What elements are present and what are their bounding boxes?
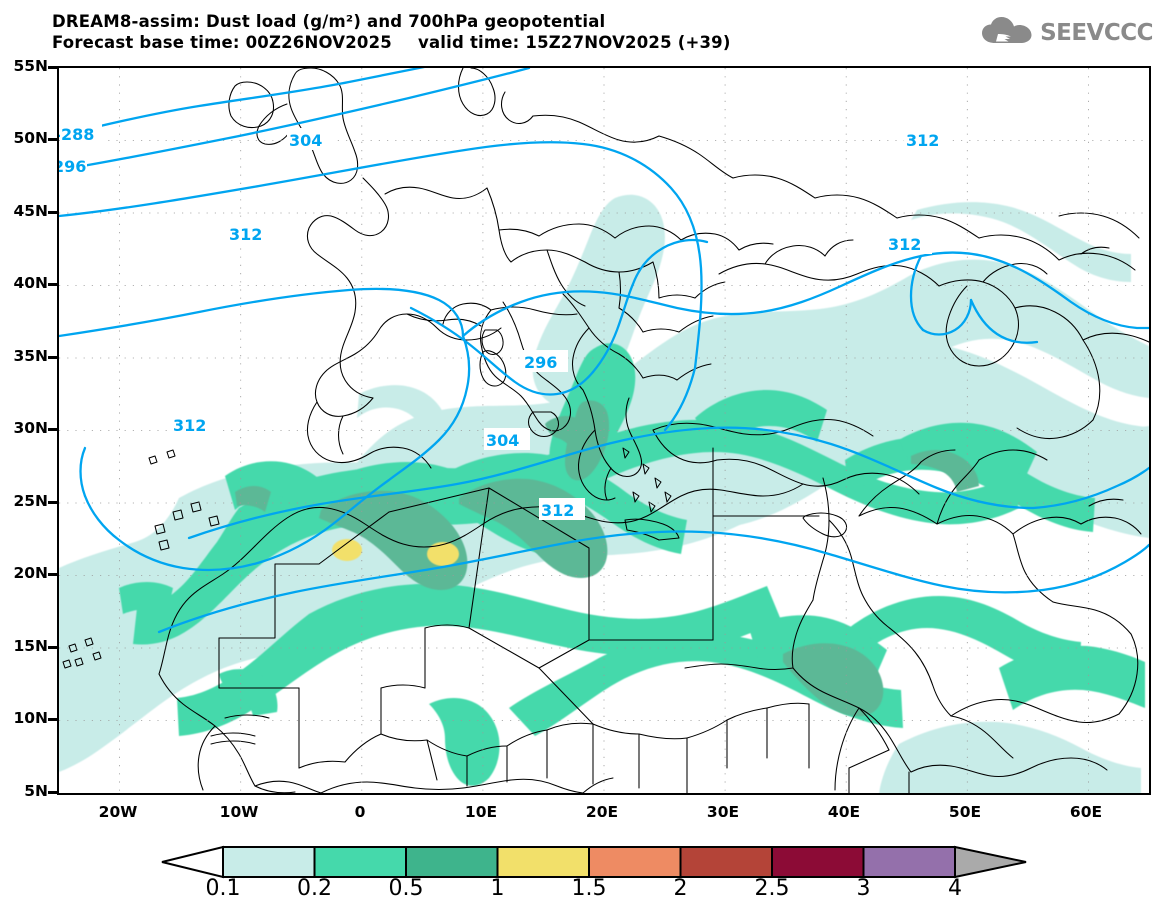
y-axis-label-30N: 30N [13, 419, 48, 437]
y-tick [48, 573, 57, 576]
y-axis-label-35N: 35N [13, 347, 48, 365]
contour-label-312-iberia: 312 [227, 223, 271, 245]
contour-labels: 288 296 304 312 296 [59, 123, 950, 520]
y-axis-label-45N: 45N [13, 202, 48, 220]
svg-text:312: 312 [888, 235, 921, 254]
colorbar-band-0.1-0.2 [222, 846, 316, 878]
colorbar-extend-high [954, 845, 1027, 879]
svg-text:304: 304 [486, 431, 519, 450]
contour-label-304-top: 304 [287, 128, 333, 150]
cloud-icon [981, 16, 1033, 50]
colorbar-tick-0.1: 0.1 [205, 876, 241, 901]
colorbar-band-1-1.5 [496, 846, 590, 878]
x-axis-label-0: 0 [354, 803, 366, 821]
svg-text:312: 312 [229, 225, 262, 244]
y-axis-label-20N: 20N [13, 564, 48, 582]
x-axis-label-50E: 50E [948, 803, 982, 821]
colorbar-extend-low [161, 845, 224, 879]
contour-label-296-med: 296 [522, 350, 568, 372]
colorbar-band-2-2.5 [679, 846, 773, 878]
hotspot-algeria [332, 539, 362, 561]
colorbar-tick-0.2: 0.2 [297, 876, 332, 901]
y-axis-label-15N: 15N [13, 637, 48, 655]
colorbar-tick-0.5: 0.5 [388, 876, 424, 901]
contour-label-312-caucasus: 312 [886, 232, 932, 254]
y-tick [48, 283, 57, 286]
colorbar-band-3-4 [862, 846, 956, 878]
colorbar-svg [161, 845, 1027, 879]
chart-title-line1: DREAM8-assim: Dust load (g/m²) and 700hP… [52, 12, 606, 31]
y-axis-label-55N: 55N [13, 57, 48, 75]
colorbar-band-2.5-3 [771, 846, 865, 878]
seevccc-logo: SEEVCCC [981, 16, 1153, 50]
colorbar-tick-1.5: 1.5 [571, 876, 607, 901]
logo-text: SEEVCCC [1040, 20, 1153, 46]
contour-label-296-left: 296 [59, 155, 87, 177]
forecast-valid-time: valid time: 15Z27NOV2025 (+39) [417, 33, 731, 52]
y-tick [48, 501, 57, 504]
contour-label-288: 288 [60, 123, 102, 145]
chart-title-line2: Forecast base time: 00Z26NOV2025 valid ti… [52, 32, 992, 53]
y-tick [48, 211, 57, 214]
geopotential-contours [59, 68, 1149, 634]
contour-label-304-sahara: 304 [484, 428, 530, 450]
dust-band-0.2 [119, 343, 1145, 786]
y-axis-label-25N: 25N [13, 492, 48, 510]
x-axis-label-10W: 10W [219, 803, 259, 821]
colorbar-band-0.5-1 [405, 846, 499, 878]
colorbar-tick-2.5: 2.5 [754, 876, 790, 901]
y-tick [48, 428, 57, 431]
map-coastlines [62, 68, 1149, 793]
svg-text:296: 296 [59, 157, 86, 176]
contour-label-312-ne: 312 [904, 128, 950, 150]
svg-text:296: 296 [524, 353, 557, 372]
y-tick [48, 356, 57, 359]
y-axis-label-10N: 10N [13, 709, 48, 727]
x-axis-label-30E: 30E [706, 803, 740, 821]
colorbar-band-1.5-2 [588, 846, 682, 878]
svg-text:312: 312 [173, 416, 206, 435]
x-axis-label-40E: 40E [827, 803, 861, 821]
map-plot-area: 288 296 304 312 296 [57, 66, 1151, 795]
y-tick [48, 718, 57, 721]
colorbar: 0.1 0.2 0.5 1 1.5 2 2.5 3 4 [160, 845, 1030, 905]
dust-band-1.0 [332, 539, 459, 566]
svg-text:312: 312 [906, 131, 939, 150]
y-axis-label-40N: 40N [13, 274, 48, 292]
x-axis-label-60E: 60E [1069, 803, 1103, 821]
forecast-base-time: Forecast base time: 00Z26NOV2025 [52, 33, 392, 52]
svg-text:304: 304 [289, 131, 322, 150]
x-axis-label-20W: 20W [98, 803, 138, 821]
x-axis-label-20E: 20E [585, 803, 619, 821]
svg-text:312: 312 [541, 501, 574, 520]
y-tick [48, 791, 57, 794]
map-svg: 288 296 304 312 296 [59, 68, 1149, 793]
colorbar-band-0.2-0.5 [313, 846, 407, 878]
colorbar-tick-3: 3 [856, 876, 871, 901]
chart-title-block: DREAM8-assim: Dust load (g/m²) and 700hP… [52, 11, 992, 53]
hotspot-libya [427, 542, 459, 566]
contour-label-312-sahara: 312 [539, 498, 585, 520]
y-tick [48, 646, 57, 649]
y-tick [48, 66, 57, 69]
contour-label-312-canaries: 312 [171, 413, 217, 435]
y-tick [48, 138, 57, 141]
colorbar-tick-4: 4 [948, 876, 962, 901]
x-axis-label-10E: 10E [464, 803, 498, 821]
colorbar-tick-2: 2 [673, 876, 688, 901]
y-axis-label-5N: 5N [24, 782, 48, 800]
colorbar-tick-1: 1 [490, 876, 505, 901]
svg-text:288: 288 [61, 125, 94, 144]
y-axis-label-50N: 50N [13, 129, 48, 147]
